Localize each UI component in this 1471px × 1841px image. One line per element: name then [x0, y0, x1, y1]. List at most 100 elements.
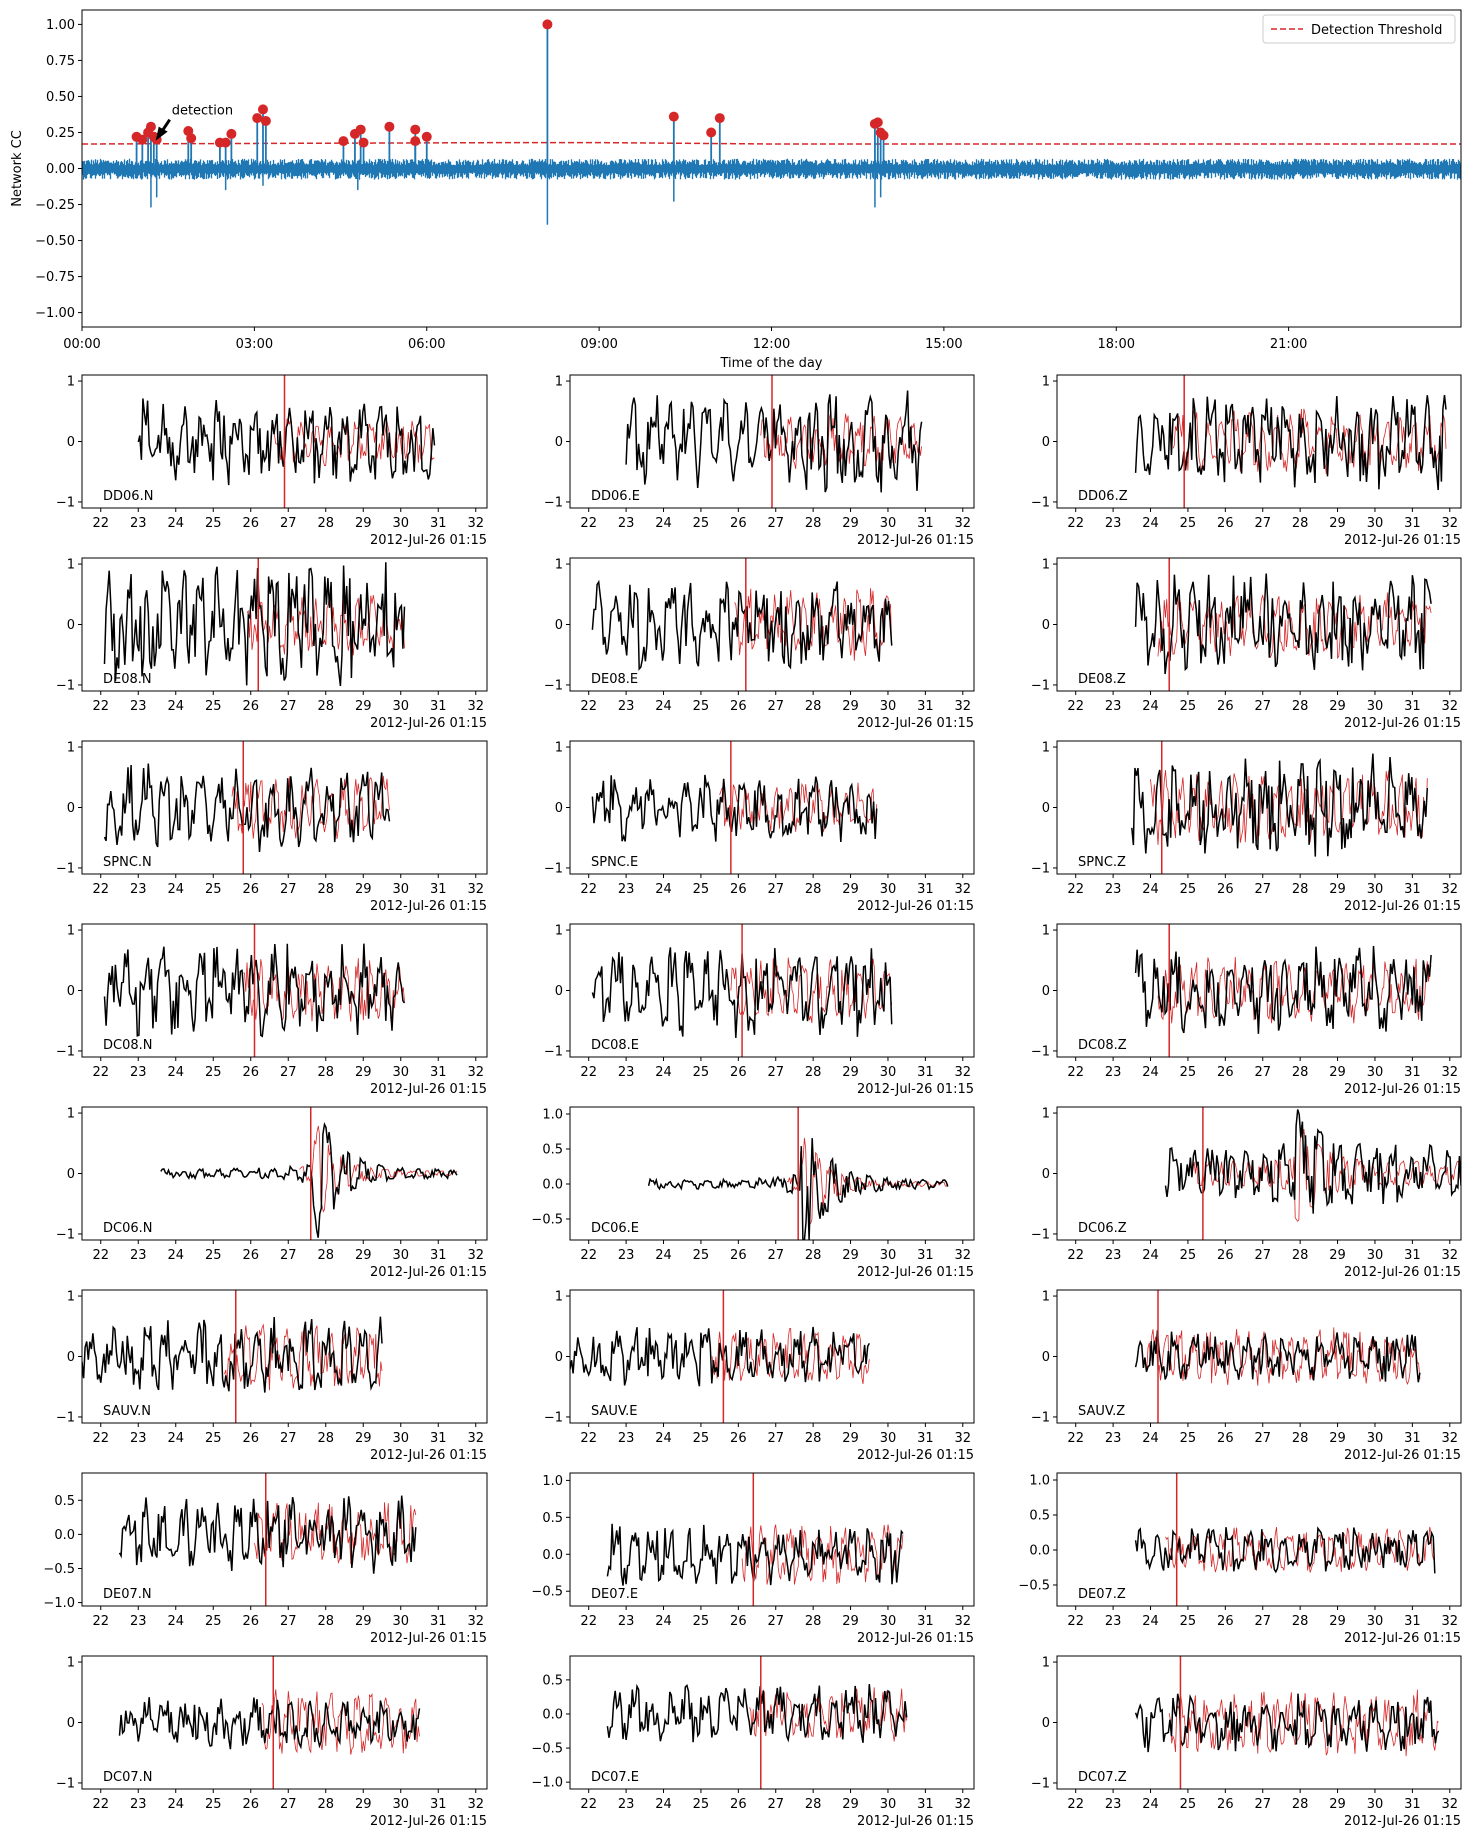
- x-tick-label: 25: [693, 1797, 710, 1812]
- x-tick-label: 22: [1067, 1614, 1084, 1629]
- x-tick-label: 24: [167, 1248, 184, 1263]
- x-tick-label: 22: [1067, 882, 1084, 897]
- y-tick-label: −1: [1031, 861, 1050, 876]
- x-tick-label: 25: [693, 1431, 710, 1446]
- panel-plot-area: [1134, 924, 1432, 1057]
- x-tick-label: 23: [1105, 1797, 1122, 1812]
- x-tick-label: 31: [917, 699, 934, 714]
- detection-marker: [137, 134, 148, 145]
- y-tick-label: −1: [1031, 1776, 1050, 1791]
- station-label: SPNC.N: [103, 855, 152, 870]
- y-tick-label: 0.5: [542, 1143, 563, 1158]
- x-tick-label: 27: [767, 1614, 784, 1629]
- x-tick-label: 31: [917, 516, 934, 531]
- x-offset-label: 2012-Jul-26 01:15: [370, 1265, 487, 1280]
- x-tick-label: 28: [1292, 516, 1309, 531]
- x-tick-label: 22: [580, 699, 597, 714]
- data-waveform: [625, 390, 923, 493]
- x-tick-label: 22: [92, 1797, 109, 1812]
- panel-dd06-n: 1 0 −1 22 23 24 25 26 27 28 29 30 31 32 2012-Jul-26 01…: [56, 374, 488, 548]
- x-tick-label: 28: [317, 699, 334, 714]
- x-tick-label: 32: [467, 1431, 484, 1446]
- x-tick-label: 31: [430, 516, 447, 531]
- y-tick-label: 0: [1042, 1167, 1050, 1182]
- legend-label: Detection Threshold: [1311, 23, 1442, 38]
- x-offset-label: 2012-Jul-26 01:15: [857, 1448, 974, 1463]
- x-tick-label: 23: [130, 1065, 147, 1080]
- y-tick-label: −0.5: [43, 1562, 75, 1577]
- x-tick-label: 32: [1442, 699, 1459, 714]
- x-tick-label: 24: [1142, 1431, 1159, 1446]
- x-tick-label: 25: [1180, 1431, 1197, 1446]
- panel-dc06-z: 1 0 −1 22 23 24 25 26 27 28 29 30 31 32 2012-Jul-26 01…: [1031, 1106, 1462, 1280]
- x-tick-label: 30: [1367, 882, 1384, 897]
- x-tick-label: 24: [1142, 699, 1159, 714]
- x-tick-label: 32: [467, 1614, 484, 1629]
- x-tick-label: 03:00: [236, 337, 273, 352]
- x-offset-label: 2012-Jul-26 01:15: [370, 716, 487, 731]
- template-waveform: [254, 1502, 417, 1565]
- y-tick-label: −1: [56, 495, 75, 510]
- x-tick-label: 26: [1217, 1065, 1234, 1080]
- x-tick-label: 25: [205, 699, 222, 714]
- x-tick-label: 30: [392, 699, 409, 714]
- panel-plot-area: [1134, 1473, 1436, 1606]
- x-tick-label: 25: [205, 882, 222, 897]
- x-tick-label: 29: [842, 1614, 859, 1629]
- x-offset-label: 2012-Jul-26 01:15: [1344, 533, 1461, 548]
- x-tick-label: 28: [805, 882, 822, 897]
- x-tick-label: 23: [130, 1614, 147, 1629]
- x-tick-label: 26: [1217, 1431, 1234, 1446]
- detection-marker: [220, 137, 231, 148]
- x-tick-label: 28: [1292, 1248, 1309, 1263]
- x-tick-label: 24: [655, 1065, 672, 1080]
- y-tick-label: 0: [555, 435, 563, 450]
- x-tick-label: 27: [1254, 1614, 1271, 1629]
- y-tick-label: −1: [1031, 1044, 1050, 1059]
- y-tick-label: −1: [56, 1776, 75, 1791]
- y-tick-label: 1: [1042, 1656, 1050, 1671]
- station-label: DE07.Z: [1078, 1587, 1126, 1602]
- panel-plot-area: [1134, 1656, 1440, 1789]
- x-tick-label: 22: [1067, 1797, 1084, 1812]
- panel-spnc-z: 1 0 −1 22 23 24 25 26 27 28 29 30 31 32 2012-Jul-26 01…: [1031, 740, 1462, 914]
- x-tick-label: 32: [467, 516, 484, 531]
- panel-plot-area: [103, 924, 406, 1057]
- x-tick-label: 23: [1105, 1614, 1122, 1629]
- y-tick-label: 0.25: [46, 126, 75, 141]
- network-cc-chart: 1.00 0.75 0.50 0.25 0.00 −0.25 −0.50 −0.75 −1.00…: [10, 9, 1462, 371]
- y-tick-label: 1.0: [542, 1474, 563, 1489]
- y-tick-label: −1: [544, 678, 563, 693]
- station-label: DC06.E: [591, 1221, 639, 1236]
- x-tick-label: 32: [1442, 1431, 1459, 1446]
- x-tick-label: 32: [467, 1248, 484, 1263]
- x-tick-label: 24: [167, 516, 184, 531]
- data-waveform: [1134, 395, 1447, 491]
- y-tick-label: 0.00: [46, 162, 75, 177]
- y-tick-label: 1: [67, 1107, 75, 1122]
- y-tick-label: 0: [67, 618, 75, 633]
- x-tick-label: 06:00: [408, 337, 445, 352]
- x-tick-label: 24: [167, 882, 184, 897]
- x-tick-label: 26: [730, 1431, 747, 1446]
- y-tick-label: 1: [67, 375, 75, 390]
- panel-plot-area: [1164, 1107, 1461, 1240]
- x-tick-label: 29: [1329, 1248, 1346, 1263]
- x-tick-label: 09:00: [580, 337, 617, 352]
- x-tick-label: 31: [917, 1797, 934, 1812]
- y-tick-label: −0.75: [35, 270, 75, 285]
- x-tick-label: 32: [467, 699, 484, 714]
- station-label: DC07.E: [591, 1770, 639, 1785]
- panel-dc07-z: 1 0 −1 22 23 24 25 26 27 28 29 30 31 32 2012-Jul-26 01…: [1031, 1655, 1462, 1829]
- y-tick-label: 1: [1042, 1290, 1050, 1305]
- x-tick-label: 26: [242, 699, 259, 714]
- panel-dc06-e: 1.0 0.5 0.0 −0.5 22 23 24 25 26 27 28 29 30 31 32 2012-…: [531, 1106, 975, 1280]
- y-tick-label: 0.0: [1029, 1544, 1050, 1559]
- x-tick-label: 29: [842, 882, 859, 897]
- x-tick-label: 29: [1329, 1797, 1346, 1812]
- x-tick-label: 23: [130, 699, 147, 714]
- detection-marker: [338, 136, 349, 147]
- panel-sauv-n: 1 0 −1 22 23 24 25 26 27 28 29 30 31 32 2012-Jul-26 01…: [56, 1289, 488, 1463]
- x-tick-label: 27: [280, 1614, 297, 1629]
